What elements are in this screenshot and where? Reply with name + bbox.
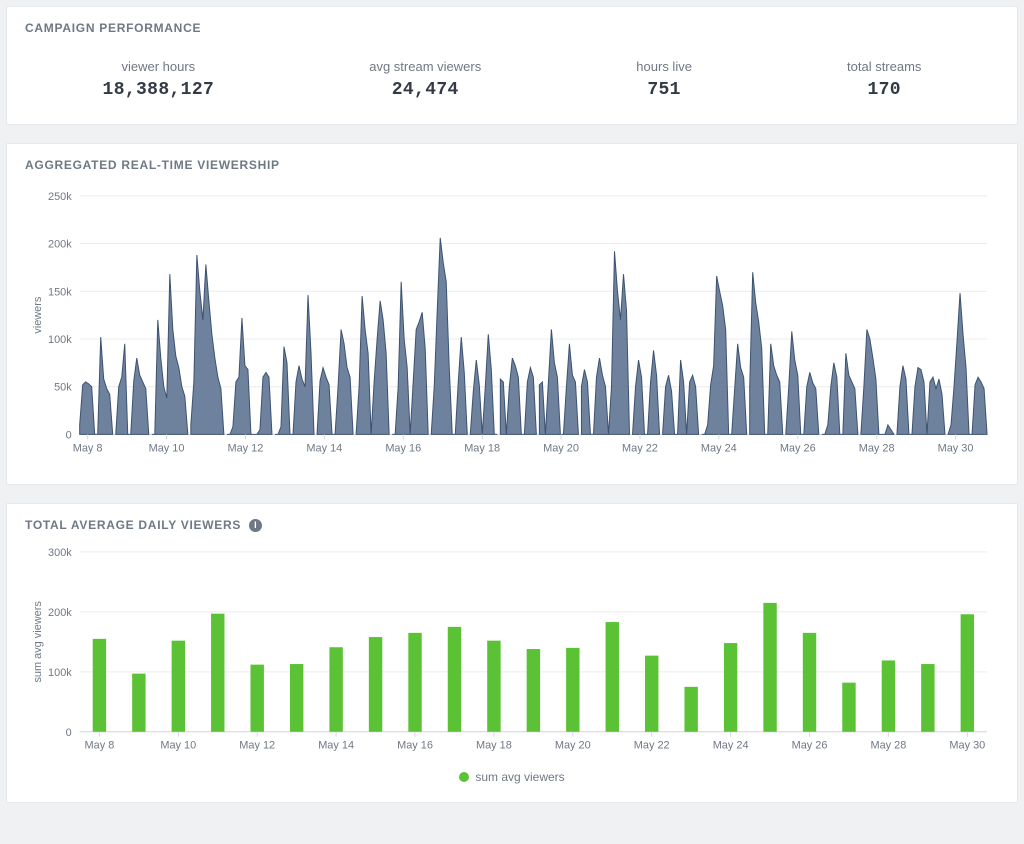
svg-text:May 16: May 16 <box>397 740 433 752</box>
svg-text:May 12: May 12 <box>239 740 275 752</box>
svg-text:May 10: May 10 <box>160 740 196 752</box>
svg-text:May 18: May 18 <box>464 442 500 454</box>
svg-text:May 28: May 28 <box>859 442 895 454</box>
stat-hours-live: hours live 751 <box>636 59 692 100</box>
svg-text:May 28: May 28 <box>871 740 907 752</box>
svg-text:May 24: May 24 <box>701 442 737 454</box>
svg-text:250k: 250k <box>48 191 72 203</box>
stat-label: avg stream viewers <box>369 59 481 74</box>
panel-title-daily: TOTAL AVERAGE DAILY VIEWERS i <box>25 518 999 532</box>
stat-label: total streams <box>847 59 921 74</box>
svg-text:May 12: May 12 <box>228 442 264 454</box>
legend-label: sum avg viewers <box>475 770 564 784</box>
svg-text:100k: 100k <box>48 334 72 346</box>
svg-text:May 8: May 8 <box>73 442 103 454</box>
svg-text:300k: 300k <box>48 547 72 559</box>
stat-viewer-hours: viewer hours 18,388,127 <box>103 59 215 100</box>
stat-value: 18,388,127 <box>103 80 215 100</box>
stat-total-streams: total streams 170 <box>847 59 921 100</box>
svg-text:May 14: May 14 <box>306 442 342 454</box>
svg-text:May 30: May 30 <box>949 740 985 752</box>
svg-text:200k: 200k <box>48 239 72 251</box>
svg-text:sum avg viewers: sum avg viewers <box>32 601 44 683</box>
daily-chart-legend: sum avg viewers <box>25 770 999 784</box>
stat-avg-stream-viewers: avg stream viewers 24,474 <box>369 59 481 100</box>
svg-text:May 22: May 22 <box>634 740 670 752</box>
svg-text:200k: 200k <box>48 607 72 619</box>
svg-text:150k: 150k <box>48 286 72 298</box>
svg-text:May 20: May 20 <box>555 740 591 752</box>
svg-text:May 18: May 18 <box>476 740 512 752</box>
svg-text:May 26: May 26 <box>780 442 816 454</box>
svg-text:May 24: May 24 <box>713 740 749 752</box>
svg-text:May 30: May 30 <box>938 442 974 454</box>
svg-text:50k: 50k <box>54 382 72 394</box>
stat-value: 170 <box>847 80 921 100</box>
stat-value: 24,474 <box>369 80 481 100</box>
viewership-chart-svg: 0 50k 100k 150k 200k 250k May 8 May 10 May 12 May… <box>25 178 999 466</box>
svg-text:0: 0 <box>66 727 72 739</box>
svg-text:0: 0 <box>66 429 72 441</box>
svg-text:viewers: viewers <box>32 296 44 334</box>
legend-dot-icon <box>459 772 469 782</box>
daily-chart-svg: 0 100k 200k 300k May 8 May 10 May 12 May 14 May … <box>25 538 999 762</box>
svg-text:May 26: May 26 <box>792 740 828 752</box>
svg-text:May 8: May 8 <box>85 740 115 752</box>
stat-value: 751 <box>636 80 692 100</box>
svg-text:May 10: May 10 <box>149 442 185 454</box>
svg-text:100k: 100k <box>48 667 72 679</box>
viewership-panel: AGGREGATED REAL-TIME VIEWERSHIP 0 50k 100k… <box>6 143 1018 485</box>
panel-title-viewership: AGGREGATED REAL-TIME VIEWERSHIP <box>25 158 999 172</box>
daily-chart: 0 100k 200k 300k May 8 May 10 May 12 May 14 May … <box>25 538 999 762</box>
svg-text:May 14: May 14 <box>318 740 354 752</box>
daily-viewers-panel: TOTAL AVERAGE DAILY VIEWERS i 0 100k 200k 3… <box>6 503 1018 803</box>
panel-title-performance: CAMPAIGN PERFORMANCE <box>25 21 999 35</box>
viewership-chart: 0 50k 100k 150k 200k 250k May 8 May 10 May 12 May… <box>25 178 999 466</box>
svg-text:May 22: May 22 <box>622 442 658 454</box>
svg-text:May 20: May 20 <box>543 442 579 454</box>
panel-title-daily-text: TOTAL AVERAGE DAILY VIEWERS <box>25 518 241 532</box>
stat-label: viewer hours <box>103 59 215 74</box>
info-icon[interactable]: i <box>249 519 262 532</box>
stats-row: viewer hours 18,388,127 avg stream viewe… <box>25 41 999 106</box>
svg-text:May 16: May 16 <box>385 442 421 454</box>
campaign-performance-panel: CAMPAIGN PERFORMANCE viewer hours 18,388… <box>6 6 1018 125</box>
stat-label: hours live <box>636 59 692 74</box>
